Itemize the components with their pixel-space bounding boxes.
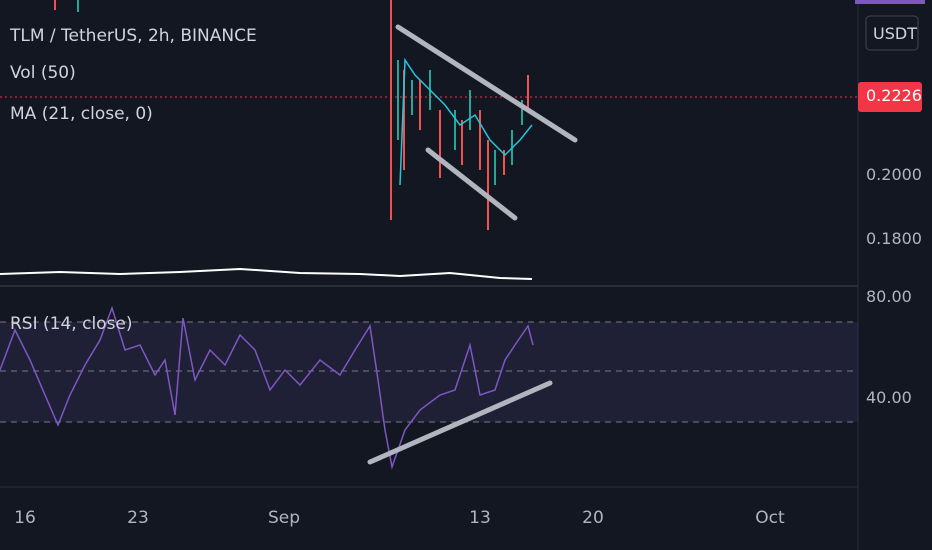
volume-label: Vol (50) <box>10 63 76 83</box>
top-badge <box>855 0 925 4</box>
currency-button[interactable] <box>865 15 919 51</box>
moving-average <box>399 57 533 186</box>
time-tick: 16 <box>14 508 36 528</box>
time-tick: 20 <box>582 508 604 528</box>
price-tick: 0.2000 <box>866 165 922 184</box>
currency[interactable]: USDT <box>873 24 917 43</box>
last-price: 0.2226 <box>866 86 922 105</box>
symbol-title: TLM / TetherUS, 2h, BINANCE <box>10 26 257 46</box>
price-tick: 0.1800 <box>866 229 922 248</box>
time-tick: 23 <box>127 508 149 528</box>
ma-label: MA (21, close, 0) <box>10 104 153 124</box>
time-tick: Sep <box>267 508 301 528</box>
rsi-band <box>0 322 858 422</box>
price-badge <box>858 82 922 112</box>
rsi-label: RSI (14, close) <box>10 314 133 334</box>
time-tick: Oct <box>755 508 785 528</box>
rsi-tick: 80.00 <box>866 287 912 306</box>
rsi-line <box>0 305 534 470</box>
trend-lines <box>367 24 578 465</box>
rsi-tick: 40.00 <box>866 388 912 407</box>
volume-ma <box>0 267 533 280</box>
time-tick: 13 <box>469 508 491 528</box>
